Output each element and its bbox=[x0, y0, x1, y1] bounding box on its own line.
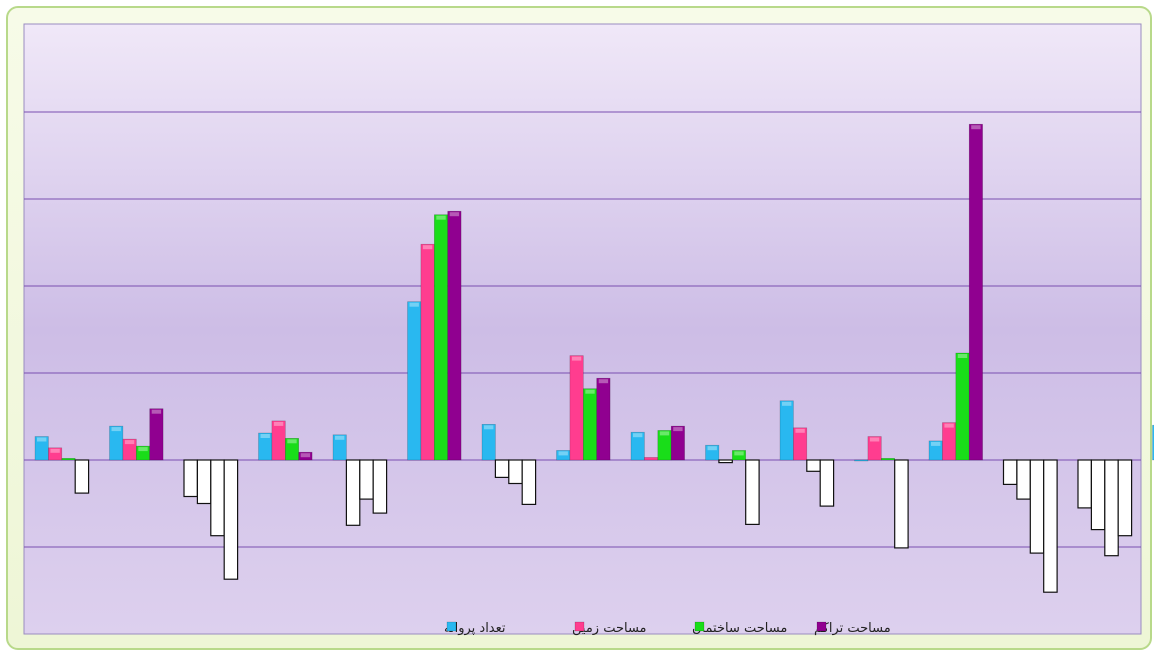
bar-series-3-cat-5 bbox=[359, 459, 374, 500]
bar-series-3-cat-12 bbox=[880, 457, 895, 461]
bar-series-1-cat-2 bbox=[109, 425, 124, 461]
bar-highlight bbox=[436, 215, 446, 220]
bar-highlight bbox=[944, 423, 954, 428]
bar-series-2-cat-11 bbox=[793, 427, 808, 461]
bar-series-2-cat-13 bbox=[942, 422, 957, 461]
bar-highlight bbox=[659, 431, 670, 436]
bar-series-1-cat-9 bbox=[630, 431, 645, 461]
bar-series-2-cat-12 bbox=[867, 436, 882, 461]
legend-label-series-1: تعداد پروانه bbox=[444, 621, 506, 636]
bar-series-3-cat-1 bbox=[61, 457, 76, 461]
legend: تعداد پروانه مساحت زمین مساحت ساختمان مساحت… bbox=[444, 621, 891, 636]
bar-series-4-cat-13 bbox=[968, 123, 983, 461]
bar-highlight bbox=[37, 437, 47, 442]
legend-label-series-2: مساحت زمین bbox=[572, 621, 647, 636]
bar-series-4-cat-7 bbox=[521, 459, 537, 506]
bar-series-2-cat-8 bbox=[569, 355, 584, 461]
bar-series-3-cat-8 bbox=[582, 388, 597, 461]
bar-series-1-cat-15 bbox=[1077, 459, 1092, 509]
bar-series-4-cat-10 bbox=[745, 459, 760, 526]
bar-highlight bbox=[782, 401, 792, 406]
bar-series-1-cat-12 bbox=[854, 459, 869, 462]
bar-series-3-cat-3 bbox=[210, 459, 225, 537]
bar-highlight bbox=[260, 434, 270, 438]
bar-series-3-cat-6 bbox=[433, 214, 448, 461]
bar-highlight bbox=[138, 447, 148, 452]
bar-series-2-cat-6 bbox=[420, 243, 435, 461]
bar-highlight bbox=[957, 354, 968, 358]
bar-series-2-cat-4 bbox=[271, 420, 286, 461]
bar-series-4-cat-9 bbox=[670, 425, 685, 461]
bar-highlight bbox=[409, 302, 419, 307]
bar-highlight bbox=[734, 451, 744, 456]
bar-series-2-cat-9 bbox=[644, 457, 659, 461]
bar-highlight bbox=[558, 451, 568, 456]
bar-highlight bbox=[111, 427, 121, 432]
bar-series-1-cat-5 bbox=[332, 434, 347, 461]
bar-series-1-cat-16 bbox=[1152, 424, 1154, 461]
bar-series-1-cat-3 bbox=[183, 459, 198, 498]
bar-series-2-cat-10 bbox=[718, 459, 733, 464]
bar-highlight bbox=[673, 427, 683, 432]
bar-series-4-cat-6 bbox=[447, 210, 462, 461]
legend-swatch-series-2 bbox=[574, 621, 585, 632]
bar-highlight bbox=[287, 439, 297, 444]
bar-series-2-cat-5 bbox=[345, 459, 361, 526]
bar-series-2-cat-1 bbox=[48, 447, 63, 461]
bar-highlight bbox=[585, 389, 595, 394]
legend-swatch-series-3 bbox=[694, 621, 705, 632]
bar-series-4-cat-11 bbox=[819, 459, 835, 507]
bar-highlight bbox=[50, 448, 60, 453]
bar-series-3-cat-14 bbox=[1029, 459, 1045, 554]
bar-series-1-cat-7 bbox=[481, 423, 496, 461]
bar-highlight bbox=[633, 433, 643, 438]
bar-series-4-cat-15 bbox=[1117, 459, 1133, 537]
bar-series-3-cat-11 bbox=[806, 459, 821, 472]
bar-series-4-cat-5 bbox=[372, 459, 388, 514]
bar-series-4-cat-2 bbox=[149, 408, 164, 461]
bar-highlight bbox=[869, 437, 880, 442]
bar-series-4-cat-8 bbox=[596, 377, 611, 461]
bar-series-1-cat-6 bbox=[407, 301, 422, 461]
plot-area bbox=[23, 23, 1142, 635]
bar-highlight bbox=[449, 212, 460, 217]
bar-series-2-cat-14 bbox=[1016, 459, 1031, 500]
bar-series-4-cat-12 bbox=[894, 459, 909, 549]
bar-series-2-cat-3 bbox=[196, 459, 212, 505]
bar-series-4-cat-1 bbox=[74, 459, 90, 494]
legend-swatch-series-4 bbox=[816, 621, 827, 632]
legend-label-series-3: مساحت ساختمان bbox=[692, 621, 787, 636]
bar-series-2-cat-7 bbox=[494, 459, 510, 478]
bar-series-4-cat-3 bbox=[223, 459, 239, 580]
bar-series-3-cat-7 bbox=[508, 459, 523, 485]
legend-label-series-4: مساحت تراکم bbox=[814, 621, 891, 636]
bar-series-1-cat-14 bbox=[1002, 459, 1018, 485]
bar-series-4-cat-14 bbox=[1043, 459, 1058, 593]
bar-highlight bbox=[422, 245, 433, 250]
bar-highlight bbox=[795, 428, 805, 433]
bar-series-4-cat-4 bbox=[298, 451, 313, 461]
legend-swatch-series-1 bbox=[446, 621, 457, 632]
bar-highlight bbox=[484, 425, 494, 430]
bar-highlight bbox=[273, 421, 284, 426]
bar-highlight bbox=[971, 125, 981, 130]
bar-highlight bbox=[571, 356, 582, 361]
bar-highlight bbox=[124, 440, 135, 445]
bar-highlight bbox=[598, 379, 609, 384]
bar-series-3-cat-15 bbox=[1104, 459, 1119, 557]
bar-series-3-cat-13 bbox=[955, 352, 970, 461]
bar-highlight bbox=[335, 435, 345, 440]
bar-series-2-cat-15 bbox=[1090, 459, 1106, 531]
bar-series-3-cat-4 bbox=[284, 437, 299, 461]
bars-group bbox=[34, 123, 1154, 593]
bar-series-1-cat-11 bbox=[779, 400, 794, 461]
bar-highlight bbox=[151, 409, 162, 414]
bar-highlight bbox=[300, 453, 311, 458]
bar-series-1-cat-10 bbox=[705, 444, 720, 461]
bar-highlight bbox=[931, 441, 941, 446]
bar-series-3-cat-10 bbox=[731, 450, 746, 461]
bar-highlight bbox=[707, 446, 717, 451]
